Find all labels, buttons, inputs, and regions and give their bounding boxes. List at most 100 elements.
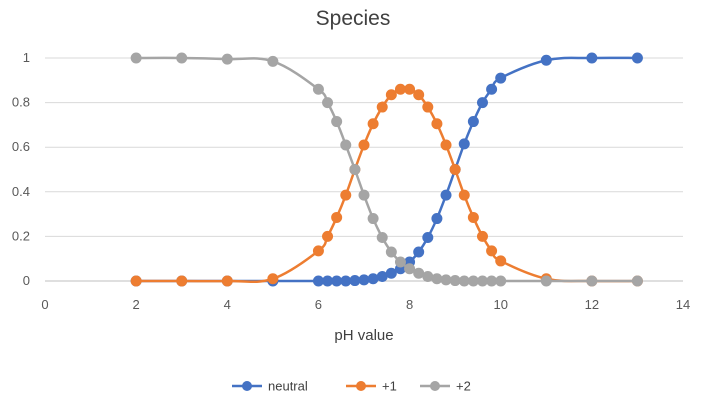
data-point-neutral [458, 138, 470, 150]
data-point-plus2 [331, 116, 343, 128]
data-point-plus2 [322, 97, 334, 109]
series-layer [130, 52, 643, 287]
data-point-plus2 [130, 52, 142, 64]
data-point-plus2 [404, 263, 416, 275]
data-point-plus2 [458, 275, 470, 287]
data-point-neutral [376, 271, 388, 283]
data-point-neutral [422, 232, 434, 244]
data-point-plus2 [267, 55, 279, 67]
data-point-neutral [385, 267, 397, 279]
series-plus1 [130, 83, 643, 287]
data-point-plus1 [358, 139, 370, 151]
x-tick-label: 10 [493, 297, 507, 312]
legend-swatch-marker [430, 381, 440, 391]
y-tick-label: 1 [23, 50, 30, 65]
data-point-plus1 [130, 275, 142, 287]
data-point-plus1 [221, 275, 233, 287]
data-point-plus2 [385, 246, 397, 258]
data-point-neutral [367, 273, 379, 285]
x-tick-label: 4 [224, 297, 231, 312]
data-point-plus2 [367, 213, 379, 225]
data-point-plus2 [449, 275, 461, 287]
y-tick-label: 0.8 [12, 95, 30, 110]
data-point-plus1 [385, 89, 397, 101]
data-point-plus2 [431, 273, 443, 285]
legend-label: +1 [382, 379, 397, 394]
y-tick-label: 0 [23, 273, 30, 288]
data-point-plus1 [476, 230, 488, 242]
chart-title: Species [316, 7, 391, 30]
data-point-plus1 [422, 101, 434, 113]
data-point-neutral [486, 83, 498, 95]
data-point-plus1 [467, 211, 479, 223]
data-point-plus1 [486, 245, 498, 257]
series-line-plus2 [136, 56, 638, 283]
data-point-plus2 [413, 267, 425, 279]
data-point-plus2 [340, 139, 352, 151]
data-point-plus2 [495, 275, 507, 287]
y-tick-label: 0.4 [12, 184, 30, 199]
data-point-plus2 [422, 271, 434, 283]
legend-item-neutral: neutral [232, 379, 308, 394]
data-point-neutral [540, 54, 552, 66]
data-point-neutral [495, 72, 507, 84]
data-point-neutral [340, 275, 352, 287]
legend-label: +2 [456, 379, 471, 394]
data-point-plus1 [267, 273, 279, 285]
data-point-plus2 [358, 189, 370, 201]
x-tick-label: 6 [315, 297, 322, 312]
data-point-plus2 [312, 83, 324, 95]
data-point-plus1 [176, 275, 188, 287]
data-point-plus1 [458, 189, 470, 201]
data-point-plus1 [312, 245, 324, 257]
x-tick-label: 2 [133, 297, 140, 312]
data-point-neutral [331, 275, 343, 287]
data-point-plus1 [440, 139, 452, 151]
data-point-plus1 [495, 255, 507, 267]
data-point-plus2 [394, 256, 406, 268]
y-tick-label: 0.6 [12, 139, 30, 154]
data-point-neutral [431, 213, 443, 225]
x-tick-label: 14 [676, 297, 690, 312]
data-point-neutral [413, 246, 425, 258]
legend: neutral +1 +2 [232, 379, 471, 394]
legend-swatch-marker [242, 381, 252, 391]
data-point-plus1 [404, 83, 416, 95]
data-point-neutral [586, 52, 598, 64]
legend-label: neutral [268, 379, 308, 394]
data-point-neutral [312, 275, 324, 287]
data-point-plus1 [376, 101, 388, 113]
data-point-plus1 [413, 89, 425, 101]
x-axis-title: pH value [334, 327, 393, 344]
data-point-plus1 [431, 118, 443, 130]
data-point-plus2 [221, 53, 233, 65]
data-point-neutral [349, 275, 361, 287]
data-point-plus1 [340, 189, 352, 201]
data-point-plus1 [331, 211, 343, 223]
data-point-plus1 [394, 83, 406, 95]
x-tick-label: 0 [41, 297, 48, 312]
data-point-plus2 [176, 52, 188, 64]
data-point-plus1 [322, 230, 334, 242]
data-point-neutral [322, 275, 334, 287]
data-point-plus2 [476, 275, 488, 287]
legend-item-plus2: +2 [420, 379, 471, 394]
data-point-plus1 [449, 164, 461, 175]
data-point-plus2 [376, 232, 388, 244]
x-tick-label: 12 [585, 297, 599, 312]
legend-swatch-marker [356, 381, 366, 391]
data-point-neutral [476, 97, 488, 109]
series-plus2 [130, 52, 643, 287]
data-point-neutral [467, 116, 479, 128]
data-point-plus1 [367, 118, 379, 130]
data-point-plus2 [486, 275, 498, 287]
data-point-plus2 [631, 275, 643, 287]
data-point-neutral [358, 274, 370, 286]
data-point-neutral [440, 189, 452, 201]
data-point-neutral [631, 52, 643, 64]
data-point-plus2 [349, 164, 361, 175]
legend-item-plus1: +1 [346, 379, 397, 394]
data-point-plus2 [467, 275, 479, 287]
